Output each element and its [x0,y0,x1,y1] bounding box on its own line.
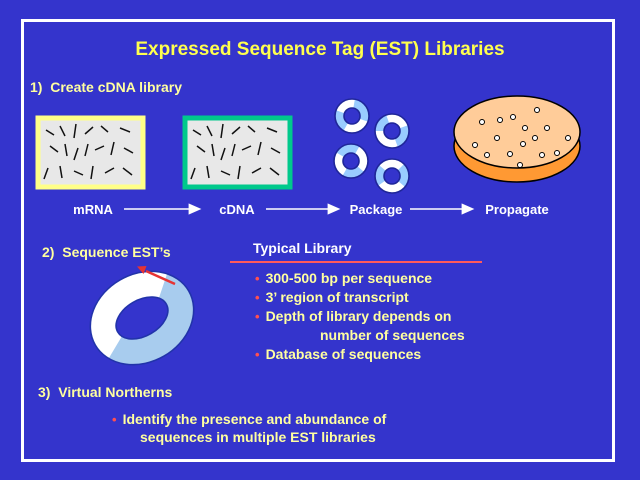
library-bullet-continuation: number of sequences [320,327,465,343]
phage-particles-icon [333,98,410,194]
colony-dots [472,107,571,168]
petri-dish-icon [453,95,581,183]
flow-label-package: Package [349,202,403,217]
mrna-box-icon [35,115,146,190]
flow-label-cdna: cDNA [219,202,255,217]
slide-title: Expressed Sequence Tag (EST) Libraries [135,39,505,60]
sequencing-arrow-icon [137,266,176,286]
bullet-dot: • [255,290,260,305]
library-bullet: • 3’ region of transcript [255,289,409,305]
step3-heading: 3) Virtual Northerns [38,384,173,400]
step1-heading: 1) Create cDNA library [30,79,182,95]
library-bullet: • 300-500 bp per sequence [255,270,432,286]
flow-label-propagate: Propagate [485,202,549,217]
bullet-dot: • [255,271,260,286]
library-bullet: • Database of sequences [255,346,421,362]
bullet-dot: • [255,347,260,362]
bullet-text: number of sequences [320,327,465,343]
library-bullet: • Depth of library depends on [255,308,451,324]
bullet-dot: • [112,412,117,427]
step3-bullet: • Identify the presence and abundance of [112,411,386,427]
est-donut-chart-icon [89,270,195,366]
bullet-text: 300-500 bp per sequence [265,270,433,286]
bullet-text: sequences in multiple EST libraries [140,429,376,445]
bullet-text: Database of sequences [265,346,422,362]
typical-library-title: Typical Library [253,240,352,256]
bullet-dot: • [255,309,260,324]
bullet-text: Identify the presence and abundance of [122,411,387,427]
cdna-box-icon [182,115,293,190]
step2-heading: 2) Sequence EST’s [42,244,171,260]
bullet-text: 3’ region of transcript [265,289,409,305]
flow-label-mrna: mRNA [73,202,113,217]
step3-bullet-continuation: sequences in multiple EST libraries [140,429,376,445]
typical-library-underline [230,261,482,263]
slide-border [21,19,615,462]
bullet-text: Depth of library depends on [265,308,452,324]
